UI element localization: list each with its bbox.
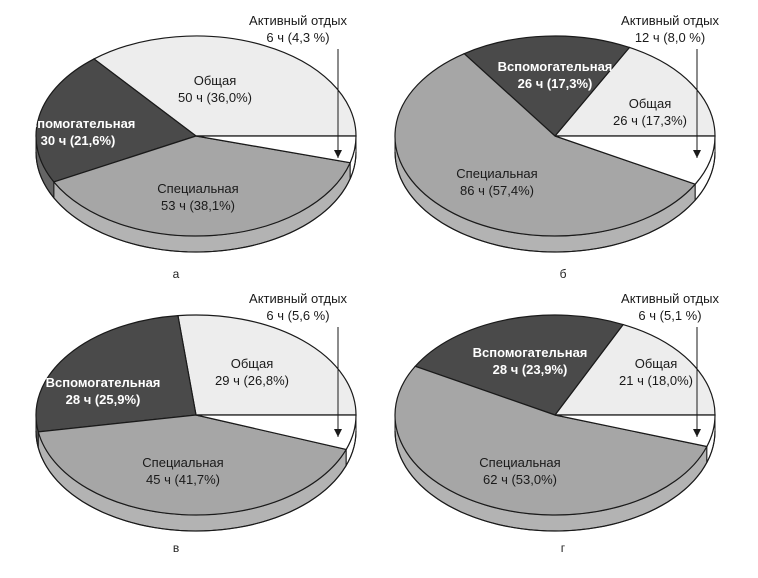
slice-value-label: 45 ч (41,7%): [146, 472, 220, 487]
pie-slice-spetsialnaya: [394, 365, 708, 516]
slice-value-label: 26 ч (17,3%): [518, 76, 593, 91]
pie-slice-obshchaya: [553, 46, 716, 137]
panel-letter: б: [560, 267, 567, 281]
pie-slice-vspomogatelnaya: [463, 35, 631, 137]
slice-name-label: Общая: [635, 356, 678, 371]
slice-name-label: Общая: [194, 73, 237, 88]
slice-name-label: Общая: [629, 96, 672, 111]
slice-name-label: Активный отдых: [621, 13, 719, 28]
slice-name-label: Специальная: [479, 455, 560, 470]
pie-slice-spetsialnaya: [394, 52, 697, 237]
slice-name-label: Вспомогательная: [21, 116, 136, 131]
slice-value-label: 28 ч (25,9%): [66, 392, 141, 407]
slice-name-label: Общая: [231, 356, 274, 371]
pie-panel-4: Общая 21 ч (18,0%) Активный отдых 6 ч (5,1 …: [394, 291, 719, 555]
pie-slice-obshchaya: [92, 35, 357, 137]
leader-arrowhead: [693, 150, 701, 158]
slice-value-label: 6 ч (5,1 %): [638, 308, 701, 323]
slice-value-label: 26 ч (17,3%): [613, 113, 687, 128]
pie-slice-vspomogatelnaya: [35, 58, 198, 183]
slice-value-label: 30 ч (21,6%): [41, 133, 116, 148]
leader-arrowhead: [334, 150, 342, 158]
slice-name-label: Специальная: [142, 455, 223, 470]
slice-value-label: 6 ч (5,6 %): [266, 308, 329, 323]
pie-slice-spetsialnaya: [52, 135, 352, 237]
pie-panel-1: Общая 50 ч (36,0%) Активный отдых 6 ч (4,3 …: [21, 13, 357, 281]
slice-value-label: 62 ч (53,0%): [483, 472, 557, 487]
pie-slice-aktivnyy-otdykh: [554, 135, 716, 185]
pie-slice-obshchaya: [553, 323, 716, 416]
pie-slice-aktivnyy-otdykh: [554, 414, 716, 448]
slice-value-label: 6 ч (4,3 %): [266, 30, 329, 45]
panel-letter: а: [173, 267, 180, 281]
pie-slice-aktivnyy-otdykh: [195, 135, 357, 164]
slice-name-label: Специальная: [157, 181, 238, 196]
slice-value-label: 21 ч (18,0%): [619, 373, 693, 388]
panel-letter: в: [173, 541, 179, 555]
pie-slice-aktivnyy-otdykh: [195, 414, 357, 451]
slice-name-label: Вспомогательная: [498, 59, 613, 74]
pie-bottom-edge: [394, 151, 716, 253]
pie-slice-spetsialnaya: [37, 414, 348, 516]
pie-bottom-edge: [35, 151, 357, 253]
pie-panel-2: Общая 26 ч (17,3%) Активный отдых 12 ч (8,0…: [394, 13, 719, 281]
leader-arrowhead: [693, 429, 701, 437]
panel-letter: г: [561, 541, 566, 555]
pie-slice-vspomogatelnaya: [414, 314, 625, 416]
pie-slice-obshchaya: [177, 314, 357, 416]
slice-value-label: 29 ч (26,8%): [215, 373, 289, 388]
leader-arrowhead: [334, 429, 342, 437]
slice-name-label: Активный отдых: [621, 291, 719, 306]
slice-name-label: Активный отдых: [249, 13, 347, 28]
slice-value-label: 86 ч (57,4%): [460, 183, 534, 198]
pie-bottom-edge: [394, 430, 716, 532]
slice-value-label: 12 ч (8,0 %): [635, 30, 705, 45]
pie-bottom-edge: [35, 430, 357, 532]
slice-name-label: Вспомогательная: [46, 375, 161, 390]
pie-panel-3: Общая 29 ч (26,8%) Активный отдых 6 ч (5,6 …: [35, 291, 357, 555]
slice-name-label: Активный отдых: [249, 291, 347, 306]
slice-name-label: Специальная: [456, 166, 537, 181]
slice-value-label: 50 ч (36,0%): [178, 90, 252, 105]
slice-name-label: Вспомогательная: [473, 345, 588, 360]
pie-slice-vspomogatelnaya: [35, 315, 197, 433]
slice-value-label: 53 ч (38,1%): [161, 198, 235, 213]
slice-value-label: 28 ч (23,9%): [493, 362, 568, 377]
